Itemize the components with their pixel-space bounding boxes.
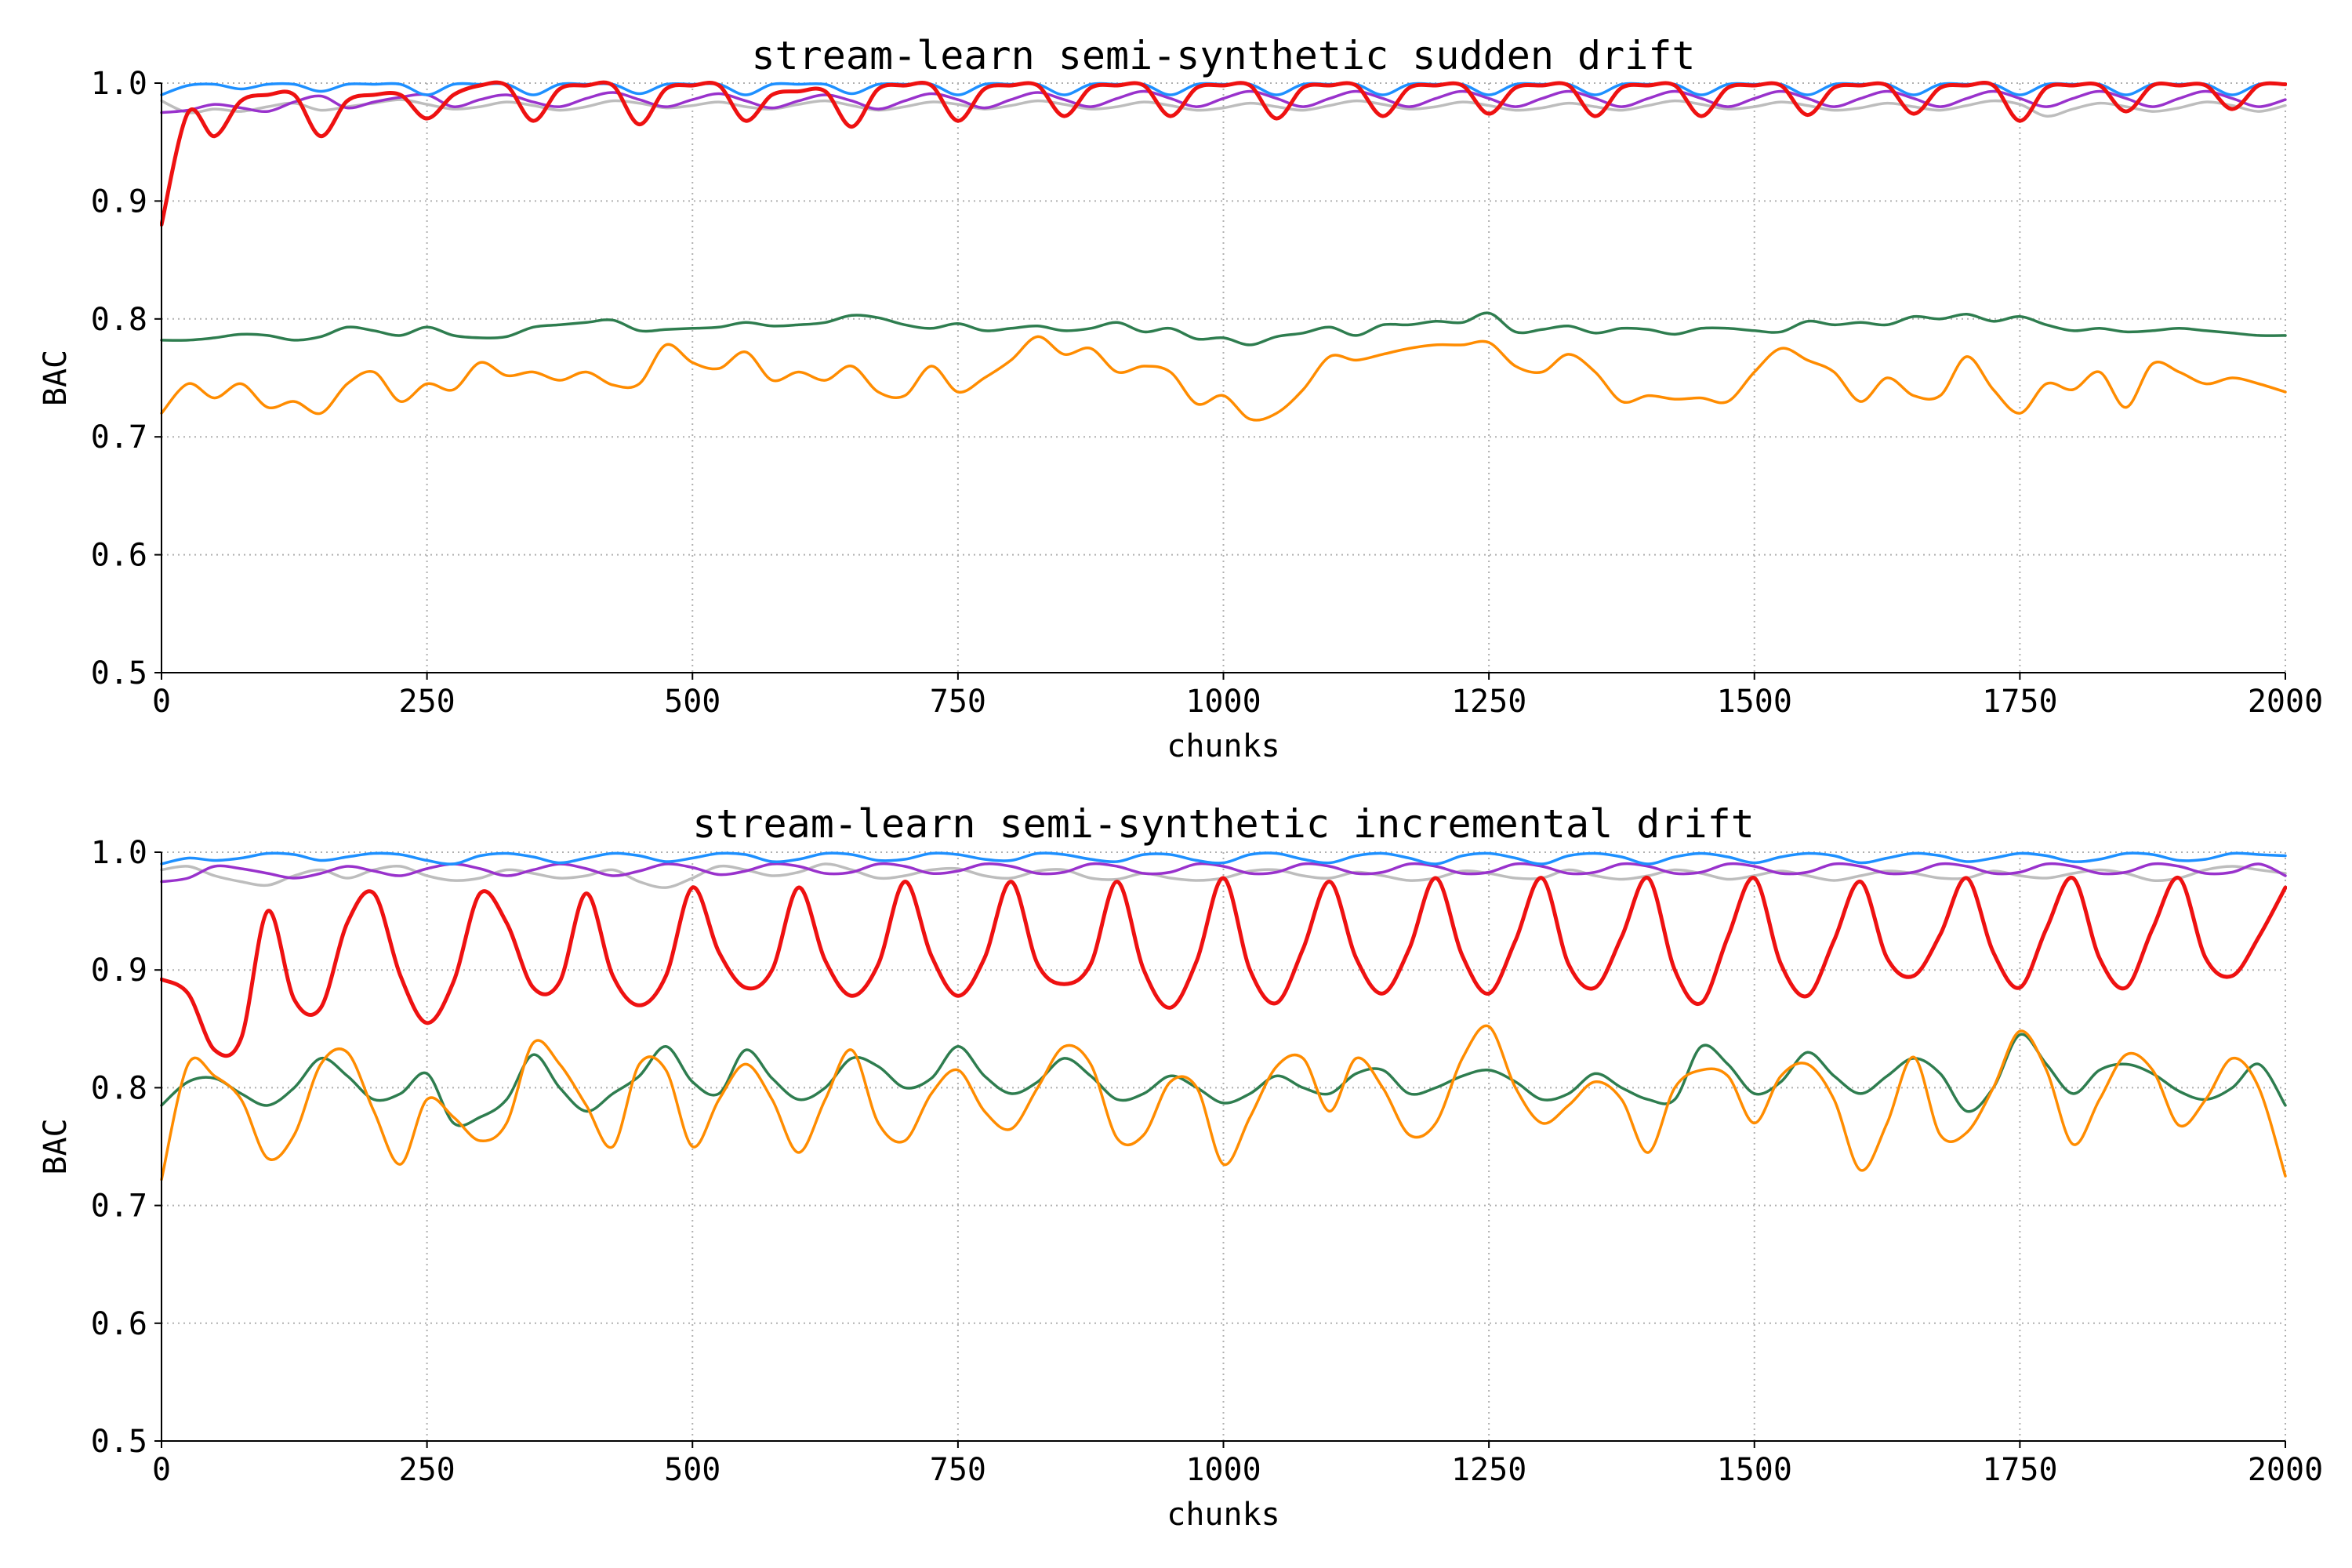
x-tick-label: 2000: [2248, 1452, 2323, 1488]
y-tick-label: 0.7: [91, 419, 147, 456]
y-tick-label: 0.7: [91, 1189, 147, 1225]
chart-title: stream-learn semi-synthetic incremental …: [692, 801, 1755, 847]
x-tick-label: 1500: [1717, 1452, 1792, 1488]
chart-title: stream-learn semi-synthetic sudden drift: [751, 33, 1695, 78]
x-tick-label: 1000: [1185, 684, 1261, 720]
x-tick-label: 1250: [1451, 684, 1526, 720]
grid: [161, 851, 2286, 1442]
purple-series-line: [160, 862, 2287, 884]
orange-series-line: [160, 335, 2287, 422]
y-tick-label: 0.5: [91, 655, 147, 691]
y-tick-label: 0.9: [91, 183, 147, 220]
y-tick-label: 0.5: [91, 1424, 147, 1460]
y-axis-label: BAC: [38, 1118, 74, 1174]
y-tick-label: 0.8: [91, 302, 147, 338]
x-tick-label: 0: [152, 684, 171, 720]
x-tick-label: 500: [664, 684, 720, 720]
series-group: [160, 80, 2287, 422]
y-tick-label: 1.0: [91, 66, 147, 102]
x-tick-label: 0: [152, 1452, 171, 1488]
x-tick-label: 1500: [1717, 684, 1792, 720]
y-tick-label: 1.0: [91, 835, 147, 871]
y-axis-label: BAC: [38, 350, 74, 406]
gray-series-line: [160, 98, 2287, 118]
grid: [161, 82, 2286, 673]
red-series-line: [160, 876, 2287, 1058]
chart-panel-1: 0 250 500 750 1000 1250 1500 1750 2000 0.5 0.6 0.7 0…: [38, 33, 2323, 764]
y-tick-label: 0.9: [91, 953, 147, 989]
x-tick-label: 1750: [1982, 1452, 2057, 1488]
series-group: [160, 851, 2287, 1181]
x-tick-label: 500: [664, 1452, 720, 1488]
x-tick-label: 2000: [2248, 684, 2323, 720]
x-axis-label: chunks: [1167, 728, 1280, 764]
green-series-line: [160, 311, 2287, 347]
x-tick-label: 250: [399, 684, 456, 720]
chart-panel-2: 0 250 500 750 1000 1250 1500 1750 2000 0.5 0.6 0.7 0…: [38, 801, 2323, 1533]
x-tick-label: 1250: [1451, 1452, 1526, 1488]
red-series-line: [160, 80, 2287, 227]
orange-series-line: [160, 1024, 2287, 1181]
green-series-line: [160, 1033, 2287, 1127]
x-tick-label: 1000: [1185, 1452, 1261, 1488]
y-tick-label: 0.8: [91, 1070, 147, 1106]
x-axis-label: chunks: [1167, 1497, 1280, 1533]
blue-series-line: [160, 851, 2287, 866]
x-tick-label: 1750: [1982, 684, 2057, 720]
y-tick-label: 0.6: [91, 538, 147, 574]
x-tick-label: 250: [399, 1452, 456, 1488]
y-tick-label: 0.6: [91, 1306, 147, 1342]
x-tick-label: 750: [930, 684, 986, 720]
x-tick-label: 750: [930, 1452, 986, 1488]
